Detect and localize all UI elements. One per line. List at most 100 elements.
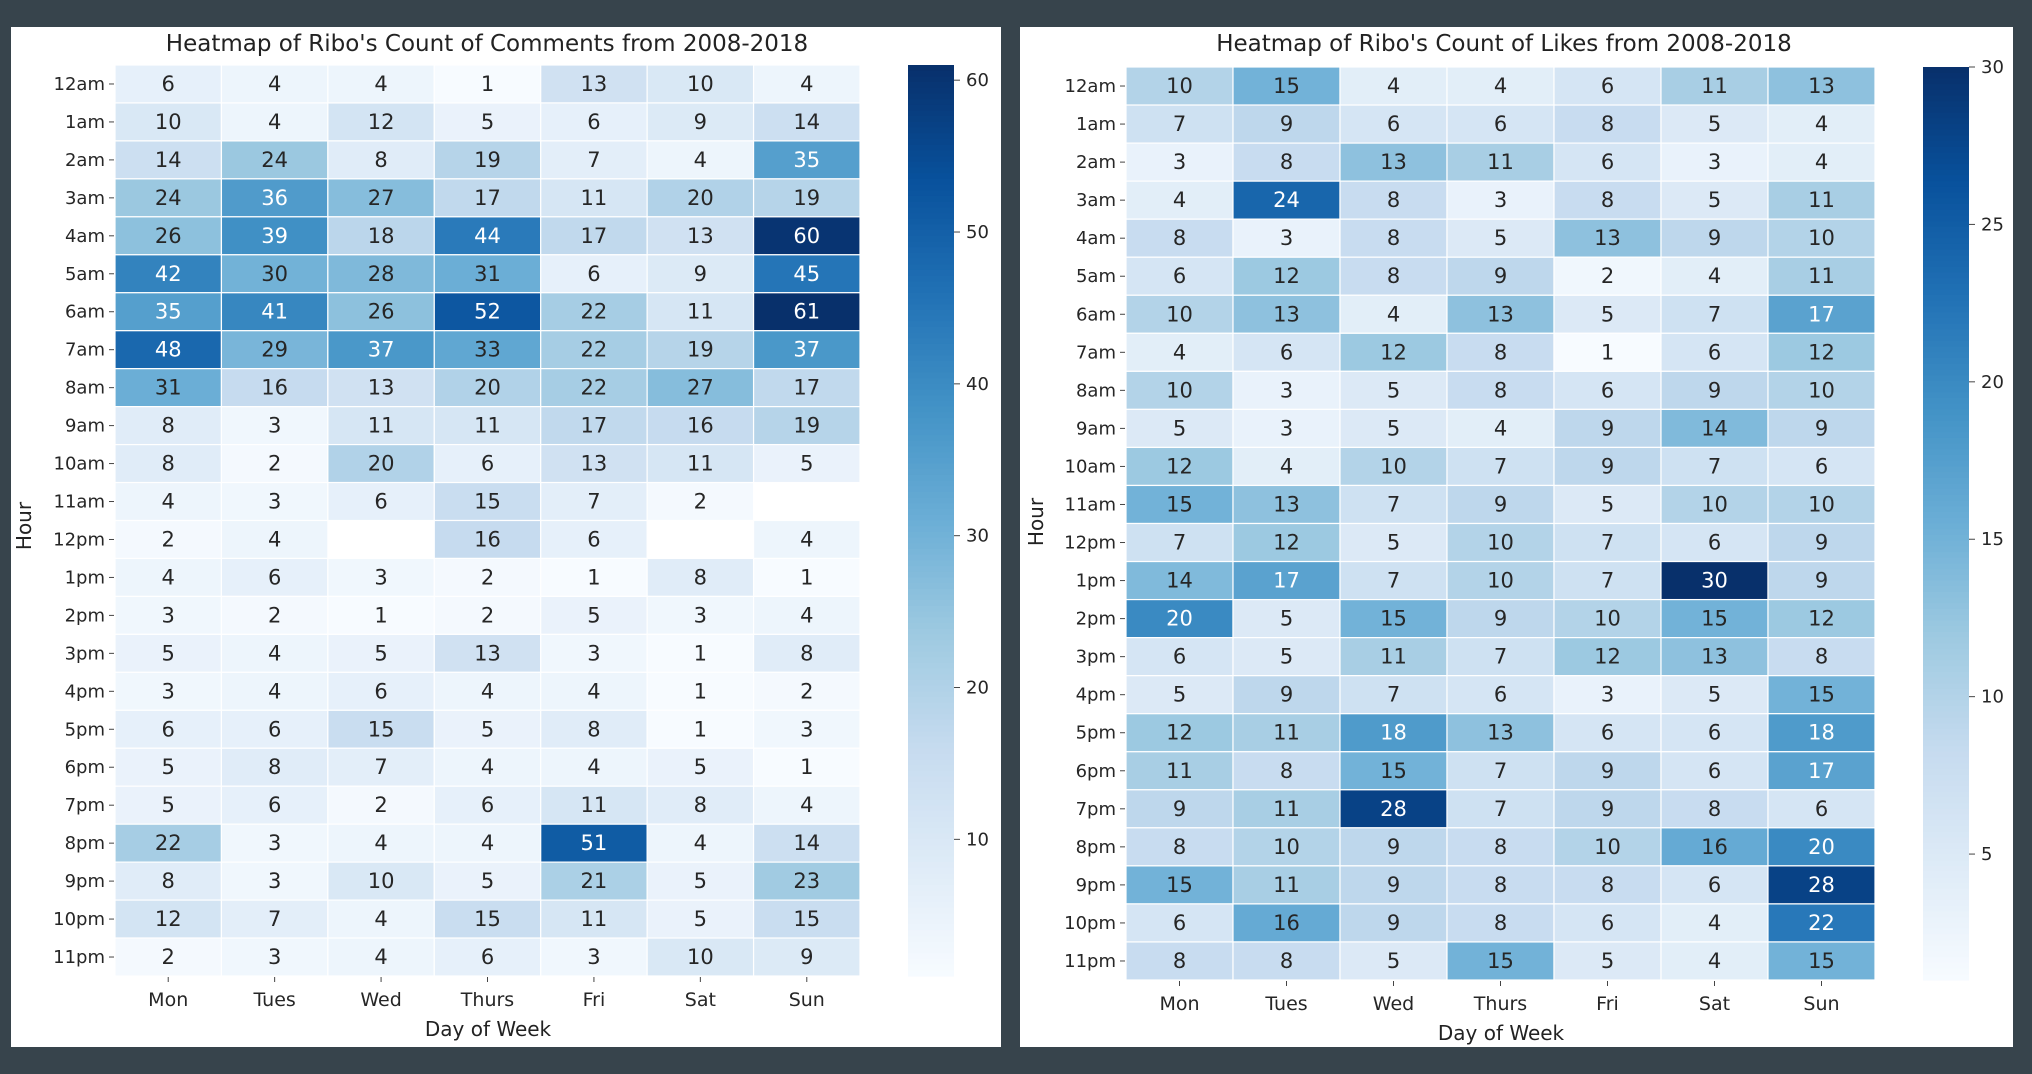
colorbar-segment xyxy=(908,326,954,334)
heatmap-cell xyxy=(646,64,755,104)
colorbar-segment xyxy=(908,702,954,709)
cell-value-label: 10 xyxy=(1273,835,1300,859)
cell-value-label: 3 xyxy=(268,414,281,438)
cell-value-label: 17 xyxy=(474,186,501,210)
colorbar-segment xyxy=(908,190,954,197)
colorbar-segment xyxy=(908,560,954,567)
colorbar-segment xyxy=(908,753,954,761)
colorbar-segment xyxy=(1923,922,1969,930)
colorbar-segment xyxy=(1923,928,1969,935)
heatmap-cell xyxy=(646,671,755,711)
day-tick-labels: Mon Tues Wed Thurs Fri Sat Sun xyxy=(148,977,825,1011)
heatmap-cell xyxy=(646,292,755,332)
cell-value-label: 4 xyxy=(481,831,494,855)
colorbar-segment xyxy=(908,566,954,573)
colorbar-segment xyxy=(1923,289,1969,296)
cell-value-label: 19 xyxy=(793,186,820,210)
hour-tick-label: 11am xyxy=(1065,494,1116,515)
heatmap-cell xyxy=(540,633,648,673)
cell-value-label: 8 xyxy=(1601,873,1614,897)
cell-value-label: 9 xyxy=(1708,378,1721,402)
colorbar-segment xyxy=(1923,295,1969,302)
colorbar-segment xyxy=(908,492,954,499)
cell-value-label: 7 xyxy=(1387,683,1400,707)
day-tick-label: Sat xyxy=(685,989,716,1011)
hour-tick-label: 3am xyxy=(65,188,105,209)
colorbar-segment xyxy=(908,873,954,880)
heatmap-cell xyxy=(114,671,223,711)
colorbar-segment xyxy=(908,99,954,106)
cell-value-label: 6 xyxy=(1601,378,1614,402)
colorbar-segment xyxy=(908,845,954,852)
heatmap-cell xyxy=(327,102,435,142)
colorbar-segment xyxy=(908,474,954,482)
colorbar-segment xyxy=(1923,637,1969,644)
colorbar-segment xyxy=(908,708,954,715)
cell-value-label: 3 xyxy=(587,945,600,969)
heatmap-cell xyxy=(1125,218,1234,258)
cell-value-label: 9 xyxy=(1387,873,1400,897)
colorbar-segment xyxy=(908,269,954,277)
comments-heatmap-panel: Heatmap of Ribo's Count of Comments from… xyxy=(11,27,1001,1047)
colorbar-segment xyxy=(908,469,954,476)
cell-value-label: 5 xyxy=(1601,492,1614,516)
cell-value-label: 6 xyxy=(1708,721,1721,745)
hour-tick-label: 11am xyxy=(54,492,105,513)
heatmap-cell xyxy=(1339,142,1448,182)
cell-value-label: 12 xyxy=(1594,645,1621,669)
colorbar-segment xyxy=(1923,591,1969,599)
heatmap-cell xyxy=(1125,180,1234,220)
cell-value-label: 8 xyxy=(1601,112,1614,136)
heatmap-cell xyxy=(1446,256,1555,296)
heatmap-cell xyxy=(540,595,648,635)
colorbar-segment xyxy=(908,674,954,681)
heatmap-cell xyxy=(433,254,542,294)
heatmap-cell xyxy=(1232,104,1341,144)
colorbar-segment xyxy=(908,520,954,527)
hour-tick-label: 4pm xyxy=(65,681,105,702)
cell-value-label: 11 xyxy=(1380,645,1407,669)
colorbar-segment xyxy=(1923,318,1969,325)
heatmap-cell xyxy=(1553,598,1662,639)
heatmap-cell xyxy=(327,292,435,332)
cell-value-label: 6 xyxy=(587,110,600,134)
cell-value-label: 6 xyxy=(1173,645,1186,669)
day-tick-label: Sun xyxy=(1803,993,1839,1015)
cell-value-label: 1 xyxy=(587,565,600,589)
hour-tick-labels: 12am 1am 2am 3am 4am 5am 6am 7am 8am 9am 10am 11am 1… xyxy=(53,74,114,968)
colorbar-segment xyxy=(1923,905,1969,913)
cell-value-label: 20 xyxy=(1808,835,1835,859)
colorbar-segment xyxy=(908,235,954,243)
heatmap-cell xyxy=(1125,66,1234,106)
colorbar-segment xyxy=(908,924,954,932)
cell-value-label: 14 xyxy=(1166,569,1193,593)
cell-value-label: 10 xyxy=(687,72,714,96)
cell-value-label: 2 xyxy=(481,565,494,589)
cell-value-label: 13 xyxy=(1594,226,1621,250)
hour-tick-label: 1pm xyxy=(1076,571,1116,592)
heatmap-cell xyxy=(1446,941,1555,981)
heatmap-cell xyxy=(752,823,861,863)
heatmap-cell xyxy=(220,330,329,370)
cell-value-label: 4 xyxy=(374,831,387,855)
colorbar-segment xyxy=(1923,175,1969,182)
heatmap-cell xyxy=(327,747,435,787)
colorbar-segment xyxy=(908,685,954,692)
colorbar-segment xyxy=(1923,300,1969,308)
cell-value-label: 9 xyxy=(1280,683,1293,707)
cell-value-label: 6 xyxy=(268,793,281,817)
cell-value-label: 8 xyxy=(374,148,387,172)
cell-value-label: 6 xyxy=(1173,911,1186,935)
colorbar-segment xyxy=(908,486,954,493)
heatmap-cell xyxy=(1446,827,1555,867)
cell-value-label: 6 xyxy=(1601,721,1614,745)
cell-value-label: 15 xyxy=(1808,949,1835,973)
heatmap-cell xyxy=(752,519,861,560)
colorbar-segment xyxy=(1923,181,1969,188)
cell-value-label: 5 xyxy=(694,869,707,893)
colorbar-segment xyxy=(1923,649,1969,656)
colorbar-segment xyxy=(1923,500,1969,507)
cell-value-label: 15 xyxy=(1380,759,1407,783)
cell-value-label: 4 xyxy=(1708,264,1721,288)
cell-value-label: 16 xyxy=(474,527,501,551)
